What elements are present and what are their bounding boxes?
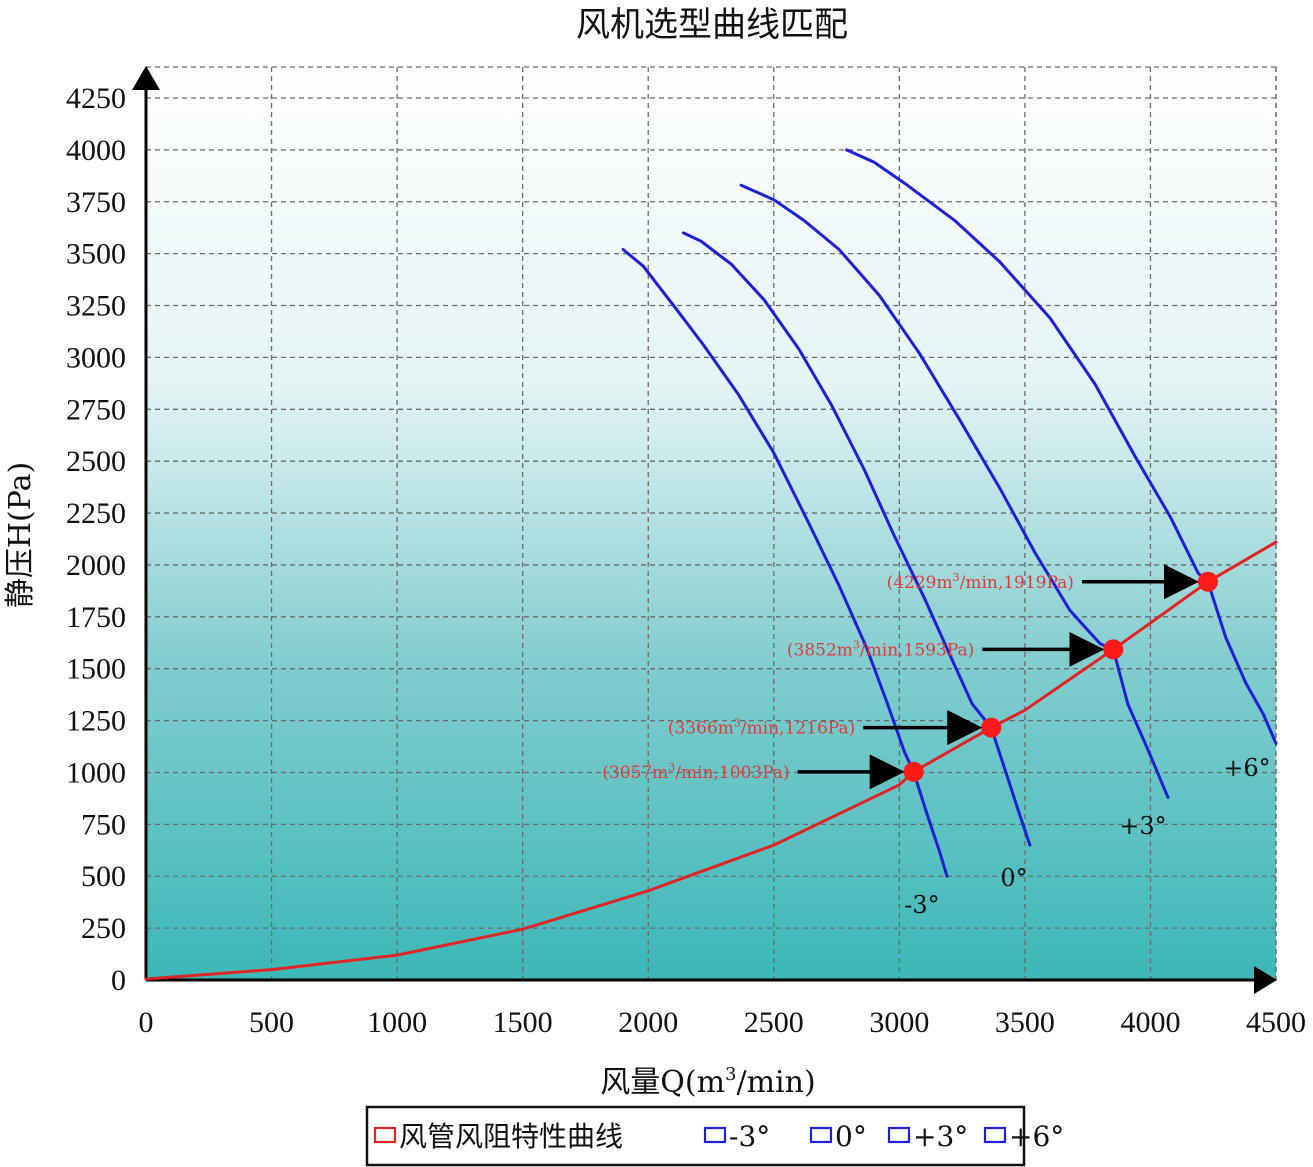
fan-curve-line — [621, 248, 949, 878]
x-tick-label: 3500 — [995, 1006, 1055, 1039]
fan-curve-line — [739, 183, 1170, 799]
curve-label: -3° — [904, 891, 939, 919]
x-tick-label: 3000 — [869, 1006, 929, 1039]
x-axis-title: 风量Q(m3/min) — [600, 1064, 815, 1100]
curve-label: 0° — [1000, 864, 1027, 892]
y-tick-label: 1000 — [66, 756, 126, 789]
chart-title: 风机选型曲线匹配 — [576, 5, 848, 45]
y-tick-label: 3750 — [66, 186, 126, 219]
curve-angle-labels: -3° 0° +3° +6° — [904, 754, 1270, 919]
operating-points — [903, 571, 1218, 782]
point-label: (3057m3/min,1003Pa) — [602, 761, 789, 783]
y-tick-label: 4250 — [66, 82, 126, 115]
curve-label: +3° — [1119, 812, 1166, 840]
legend-label: +3° — [913, 1120, 968, 1153]
plot-background — [146, 67, 1276, 980]
axes — [132, 66, 1277, 994]
y-tick-label: 2750 — [66, 393, 126, 426]
legend-swatch — [887, 1126, 911, 1144]
y-tick-label: 3000 — [66, 341, 126, 374]
point-label: (3366m3/min,1216Pa) — [668, 717, 855, 739]
x-tick-labels: 0 500 1000 1500 2000 2500 3000 3500 4000 4500 — [139, 1006, 1307, 1039]
point-annotations: (3057m3/min,1003Pa) (3366m3/min,1216Pa) (3… — [602, 564, 1199, 790]
y-tick-label: 4000 — [66, 134, 126, 167]
y-tick-label: 2250 — [66, 497, 126, 530]
y-tick-label: 3500 — [66, 238, 126, 271]
x-axis-arrow-icon — [1254, 966, 1277, 994]
x-tick-label: 0 — [139, 1006, 154, 1039]
operating-point — [981, 717, 1002, 738]
y-tick-label: 2500 — [66, 445, 126, 478]
legend-swatch — [703, 1126, 727, 1144]
y-tick-label: 0 — [111, 964, 126, 997]
legend-label: -3° — [729, 1120, 770, 1153]
point-label: (4229m3/min,1919Pa) — [887, 571, 1074, 593]
legend-swatch — [809, 1126, 833, 1144]
legend-label: 0° — [835, 1120, 867, 1153]
x-tick-label: 2000 — [618, 1006, 678, 1039]
operating-point — [903, 761, 924, 782]
curve-label: +6° — [1223, 754, 1270, 782]
operating-point — [1103, 639, 1124, 660]
y-tick-label: 1750 — [66, 601, 126, 634]
y-tick-label: 500 — [81, 860, 126, 893]
y-tick-label: 250 — [81, 912, 126, 945]
y-tick-label: 1250 — [66, 705, 126, 738]
legend-label: +6° — [1009, 1120, 1064, 1153]
x-tick-label: 2500 — [744, 1006, 804, 1039]
y-tick-labels: 0 250 500 750 1000 1250 1500 1750 2000 2250 2500 27… — [66, 82, 126, 997]
operating-point — [1197, 571, 1218, 592]
legend-label: 风管风阻特性曲线 — [399, 1120, 623, 1153]
x-tick-label: 4000 — [1120, 1006, 1180, 1039]
y-tick-label: 2000 — [66, 549, 126, 582]
legend: 风管风阻特性曲线 -3° 0° +3° +6° — [365, 1105, 1064, 1167]
fan-curve-line — [681, 231, 1032, 847]
x-tick-label: 1000 — [367, 1006, 427, 1039]
legend-box — [365, 1105, 1026, 1167]
y-axis-title: 静压H(Pa) — [3, 462, 38, 608]
y-tick-label: 3250 — [66, 290, 126, 323]
point-label: (3852m3/min,1593Pa) — [787, 638, 974, 660]
legend-swatch — [373, 1126, 397, 1144]
legend-swatch — [983, 1126, 1007, 1144]
fan-curve-line — [845, 148, 1278, 745]
x-tick-label: 1500 — [493, 1006, 553, 1039]
x-tick-label: 4500 — [1246, 1006, 1306, 1039]
y-tick-label: 1500 — [66, 653, 126, 686]
y-axis-arrow-icon — [132, 66, 160, 90]
y-tick-label: 750 — [81, 808, 126, 841]
x-tick-label: 500 — [249, 1006, 294, 1039]
